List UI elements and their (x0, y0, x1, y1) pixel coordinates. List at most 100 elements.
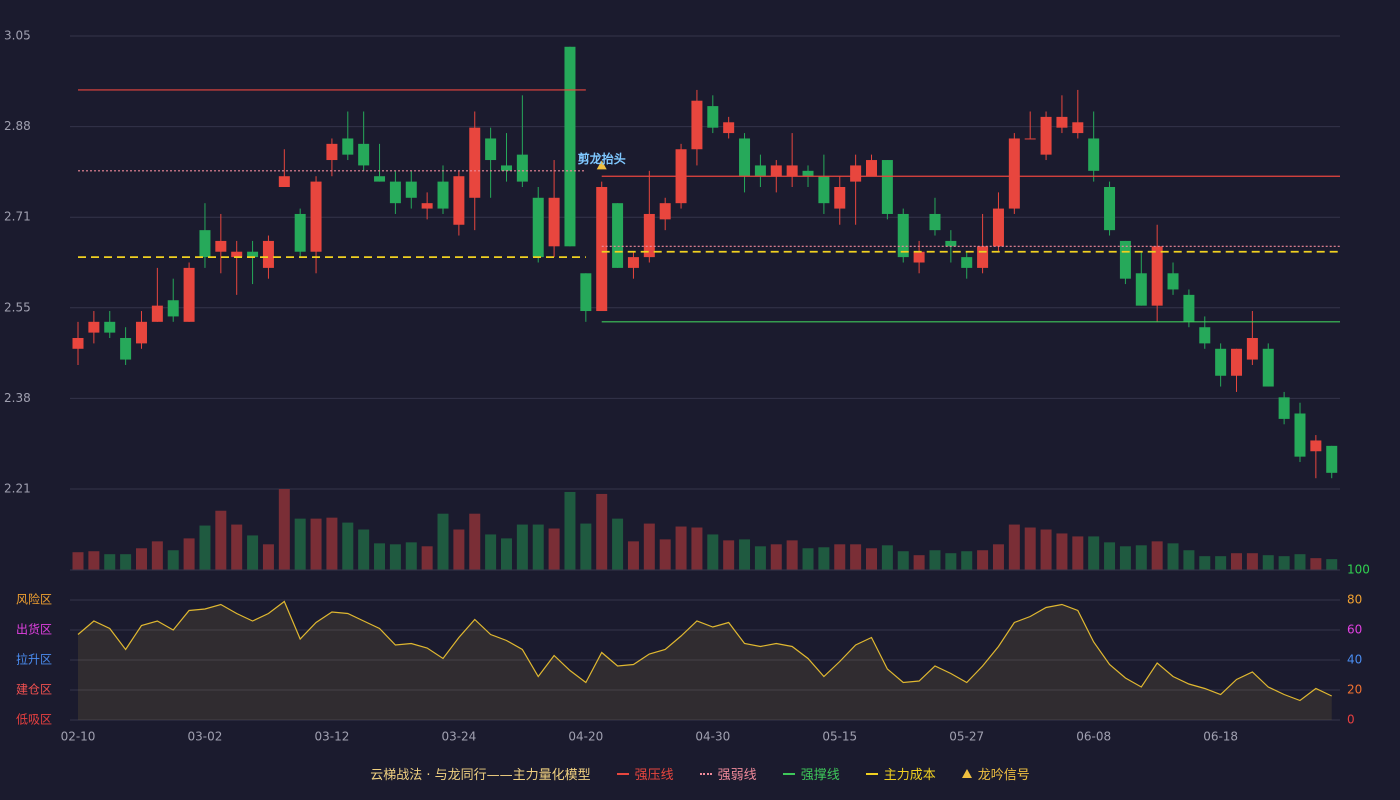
volume-bar (548, 528, 560, 570)
candle-body (850, 165, 862, 182)
candle-body (1294, 413, 1306, 457)
legend-label: 主力成本 (883, 768, 936, 783)
volume-bar (1072, 536, 1084, 570)
legend-item[interactable]: 强弱线 (699, 764, 757, 783)
candle-body (247, 251, 259, 258)
zone-label: 风险区 (16, 592, 52, 607)
volume-bar (516, 524, 528, 570)
volume-bar (612, 518, 624, 570)
legend: 云梯战法 · 与龙同行——主力量化模型 强压线 强弱线 强撑线 主力成本 龙吟信号 (0, 764, 1400, 783)
legend-item[interactable]: 龙吟信号 (961, 764, 1030, 783)
legend-icon (616, 772, 629, 775)
volume-bar (358, 529, 370, 570)
candle-body (786, 165, 798, 177)
volume-bar (866, 548, 877, 570)
candle-body (643, 213, 655, 258)
volume-bar (770, 544, 782, 570)
volume-bar (421, 546, 433, 570)
legend-item[interactable]: 强撑线 (782, 764, 840, 783)
volume-bar (532, 524, 544, 570)
candle-body (516, 154, 528, 182)
candle-body (1040, 116, 1052, 155)
volume-bar (310, 518, 322, 570)
volume-bar (850, 544, 862, 570)
volume-bar (945, 553, 957, 570)
volume-bar (675, 526, 687, 570)
osc-area (78, 601, 1332, 720)
legend-icon (865, 772, 878, 775)
candle-body (881, 160, 893, 214)
volume-bar (897, 551, 909, 570)
volume-bar (1326, 559, 1338, 570)
volume-bar (961, 551, 973, 570)
candle-body (1008, 138, 1020, 209)
candle-body (500, 165, 512, 171)
candle-body (977, 246, 989, 268)
osc-line (77, 600, 1332, 702)
volume-bar (247, 535, 259, 570)
volume-bar (802, 548, 814, 570)
candle-body (627, 257, 639, 268)
candle-body (183, 267, 195, 322)
candle-body (723, 122, 735, 134)
volume-bar (627, 541, 639, 570)
candle-body (929, 213, 941, 231)
candle-body (818, 176, 830, 204)
candle-body (1231, 348, 1243, 376)
legend-icon (699, 772, 712, 775)
candle-body (1326, 445, 1338, 473)
x-tick-label: 03-24 (441, 730, 476, 744)
volume-bar (453, 529, 465, 570)
volume-bar (405, 542, 417, 570)
volume-bar (643, 523, 655, 570)
volume-bar (485, 534, 497, 570)
volume-bar (72, 552, 84, 570)
volume-bar (500, 538, 512, 570)
x-tick-label: 05-15 (822, 730, 857, 744)
volume-bar (1262, 555, 1274, 570)
volume-bar (691, 527, 703, 570)
volume-bar (215, 510, 227, 570)
legend-item[interactable]: 强压线 (616, 764, 674, 783)
candle-body (580, 273, 592, 312)
candle-body (1199, 327, 1211, 344)
volume-bar (342, 522, 354, 570)
volume-bar (1199, 556, 1211, 570)
volume-bar (151, 541, 163, 570)
candle-body (866, 160, 877, 177)
volume-bar (1215, 556, 1227, 570)
candle-body (104, 321, 116, 333)
volume-bar (580, 523, 592, 570)
volume-bar (913, 555, 925, 570)
x-tick-label: 03-12 (314, 730, 349, 744)
volume-bar (1183, 550, 1195, 570)
legend-label: 强压线 (634, 768, 674, 783)
candle-body (596, 187, 608, 312)
candle-body (564, 46, 576, 247)
candle-body (437, 181, 449, 209)
y-tick-label: 3.05 (4, 29, 31, 43)
y-tick-label: 60 (1347, 623, 1362, 637)
candle-body (754, 165, 766, 177)
level-line (78, 170, 1340, 247)
x-tick-label: 05-27 (949, 730, 984, 744)
volume-bar (723, 540, 735, 570)
candle-body (770, 165, 782, 177)
y-tick-label: 2.71 (4, 210, 31, 224)
candle-body (1072, 122, 1084, 134)
volume-bar (881, 545, 893, 570)
candle-body (1215, 348, 1227, 376)
candle-body (326, 143, 338, 161)
legend-item[interactable]: 主力成本 (865, 764, 936, 783)
legend-title: 云梯战法 · 与龙同行——主力量化模型 (370, 768, 591, 783)
y-tick-label: 2.88 (4, 119, 31, 133)
x-tick-label: 04-30 (695, 730, 730, 744)
x-tick-label: 06-08 (1076, 730, 1111, 744)
candle-body (992, 208, 1004, 247)
candle-body (135, 321, 147, 344)
volume-bar (326, 517, 338, 570)
candle-body (120, 338, 132, 360)
volume-bar (1231, 553, 1243, 570)
volume-bar (1135, 545, 1147, 570)
candle-body (1104, 187, 1116, 231)
